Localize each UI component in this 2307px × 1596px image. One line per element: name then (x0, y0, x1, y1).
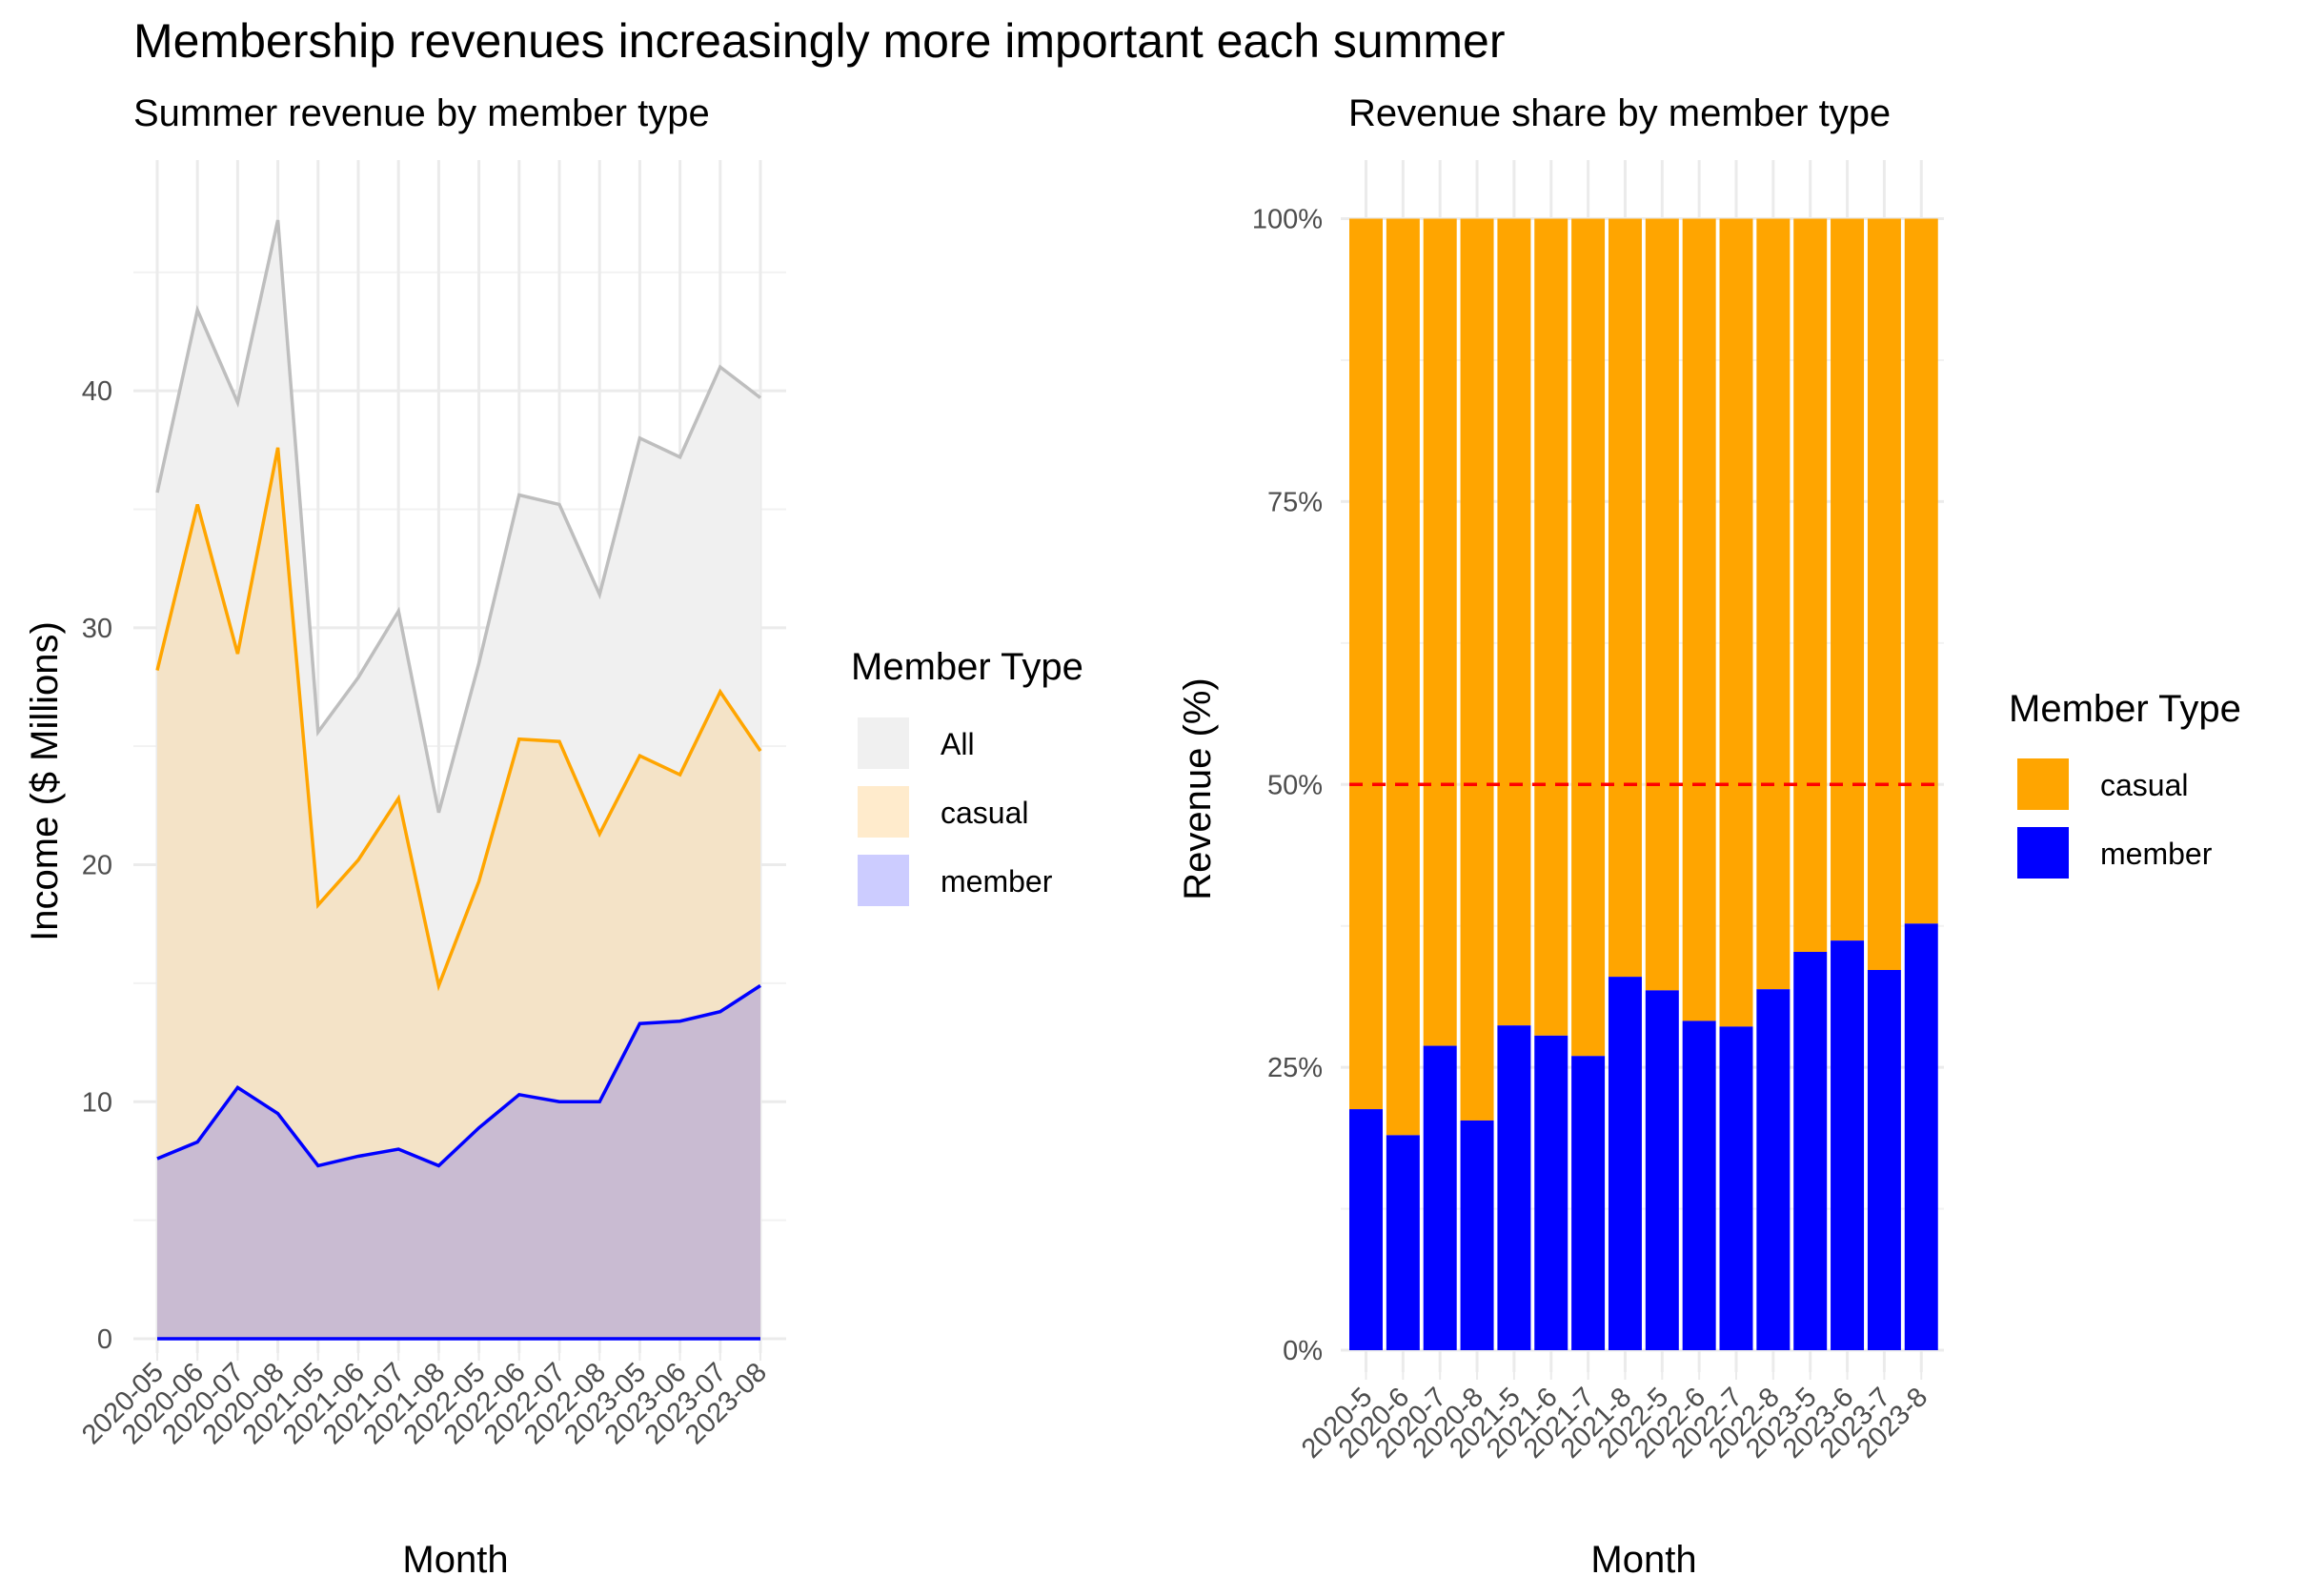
left-chart-y-axis-title: Income ($ Millions) (24, 621, 66, 941)
left-chart-x-axis-title: Month (402, 1539, 508, 1581)
bar-casual (1831, 218, 1865, 941)
left-chart-legend: Member Type All casual member (851, 646, 1083, 906)
left-chart-x-ticks: 2020-052020-062020-072020-082021-052021-… (76, 1353, 773, 1450)
y-tick-label: 75% (1267, 487, 1323, 517)
chart-main-title: Membership revenues increasingly more im… (133, 14, 1506, 68)
left-chart-areas (157, 220, 760, 1339)
line-all (155, 219, 762, 814)
right-chart-subtitle: Revenue share by member type (1348, 92, 1891, 134)
bar-casual (1608, 218, 1642, 978)
right-chart-y-axis-title: Revenue (%) (1177, 677, 1219, 899)
y-tick-label: 25% (1267, 1053, 1323, 1083)
bar-casual (1386, 218, 1420, 1136)
bar-member (1904, 923, 1938, 1350)
right-chart-legend: Member Type casual member (2009, 688, 2241, 879)
legend-label-member: member (2100, 837, 2213, 871)
bar-member (1608, 977, 1642, 1350)
legend-key-casual (2017, 758, 2069, 810)
bar-member (1460, 1120, 1494, 1350)
bar-member (1719, 1026, 1753, 1350)
bar-casual (1349, 218, 1383, 1110)
bar-member (1534, 1035, 1568, 1350)
bar-casual (1719, 218, 1753, 1027)
left-legend-title: Member Type (851, 646, 1083, 688)
left-chart-subtitle: Summer revenue by member type (133, 92, 710, 134)
left-chart-panel: Summer revenue by member type 010203040 … (24, 92, 1083, 1581)
legend-key-member (858, 855, 909, 906)
bar-casual (1534, 218, 1568, 1036)
y-tick-label: 10 (82, 1087, 112, 1118)
right-chart-x-axis-title: Month (1590, 1539, 1696, 1581)
bar-member (1682, 1020, 1716, 1350)
bar-casual (1645, 218, 1679, 991)
bar-member (1349, 1109, 1383, 1350)
bar-casual (1867, 218, 1901, 970)
bar-member (1423, 1045, 1457, 1350)
legend-label-casual: casual (941, 796, 1029, 830)
bar-casual (1904, 218, 1938, 924)
legend-key-casual (858, 786, 909, 838)
legend-key-member (2017, 827, 2069, 879)
y-tick-label: 0% (1283, 1336, 1323, 1366)
bar-casual (1460, 218, 1494, 1121)
bar-casual (1571, 218, 1606, 1057)
legend-label-all: All (941, 727, 975, 761)
right-chart-bars (1349, 218, 1938, 1350)
right-chart-y-ticks: 0% 25% 50% 75% 100% (1252, 205, 1323, 1367)
right-chart-x-ticks: 2020-52020-62020-72020-82021-52021-62021… (1296, 1372, 1933, 1465)
bar-casual (1497, 218, 1531, 1026)
right-legend-title: Member Type (2009, 688, 2241, 730)
bar-member (1756, 989, 1791, 1350)
y-tick-label: 20 (82, 851, 112, 881)
legend-key-all (858, 717, 909, 769)
line-member (156, 983, 761, 1168)
y-tick-label: 50% (1267, 770, 1323, 800)
line-casual (155, 447, 762, 992)
y-tick-label: 0 (97, 1324, 112, 1355)
left-chart-y-ticks: 0 10 20 30 40 (82, 376, 112, 1355)
y-tick-label: 100% (1252, 205, 1323, 235)
bar-casual (1682, 218, 1716, 1021)
area-member (157, 985, 760, 1339)
y-tick-label: 40 (82, 376, 112, 407)
bar-casual (1756, 218, 1791, 990)
bar-casual (1793, 218, 1828, 952)
legend-label-casual: casual (2100, 768, 2189, 802)
legend-label-member: member (941, 864, 1053, 899)
bar-member (1571, 1056, 1606, 1350)
bar-member (1867, 970, 1901, 1350)
bar-member (1831, 940, 1865, 1350)
bar-member (1645, 990, 1679, 1350)
y-tick-label: 30 (82, 614, 112, 644)
bar-member (1386, 1135, 1420, 1350)
left-chart-lines (155, 219, 762, 1341)
bar-member (1497, 1025, 1531, 1350)
bar-member (1793, 952, 1828, 1350)
bar-casual (1423, 218, 1457, 1046)
right-chart-panel: Revenue share by member type 0% 25% 50% 75%… (1177, 92, 2241, 1581)
